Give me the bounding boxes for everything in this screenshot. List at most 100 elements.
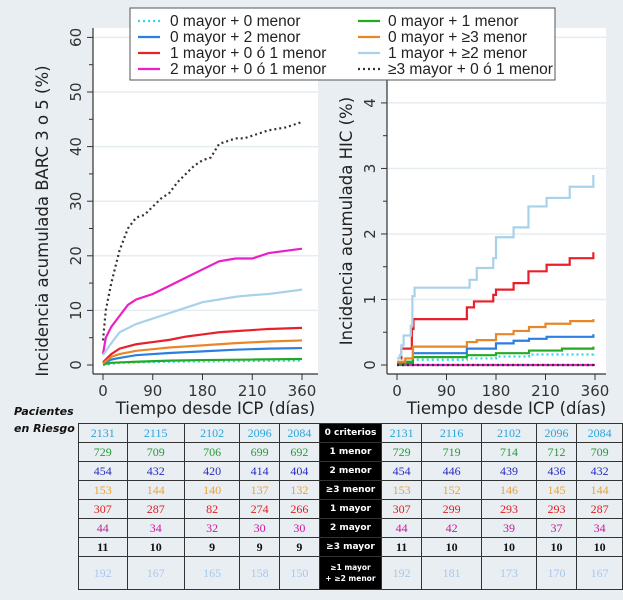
plot-area bbox=[387, 28, 606, 374]
risk-count-barc: 709 bbox=[126, 442, 185, 462]
risk-count-barc: 11 bbox=[78, 537, 128, 557]
risk-title-line2: en Riesgo bbox=[14, 422, 75, 435]
risk-count-hic: 170 bbox=[535, 556, 578, 590]
risk-count-hic: 44 bbox=[381, 518, 422, 538]
risk-table-row: 307 287 82 274 266 1 mayor 307 299 293 293 287 bbox=[78, 499, 623, 519]
risk-count-hic: 299 bbox=[420, 499, 483, 519]
risk-table-row: 729 709 706 699 692 1 menor 729 719 714 712 709 bbox=[78, 442, 623, 462]
risk-count-hic: 432 bbox=[576, 461, 623, 481]
risk-count-barc: 137 bbox=[239, 480, 280, 500]
x-tick-label: 0 bbox=[392, 382, 402, 400]
risk-count-hic: 714 bbox=[481, 442, 537, 462]
risk-count-barc: 30 bbox=[278, 518, 320, 538]
y-tick-label: 10 bbox=[67, 301, 85, 320]
risk-count-barc: 150 bbox=[278, 556, 320, 590]
risk-count-hic: 2096 bbox=[535, 423, 578, 443]
risk-count-hic: 153 bbox=[381, 480, 422, 500]
risk-count-hic: 192 bbox=[381, 556, 422, 590]
risk-count-barc: 32 bbox=[183, 518, 241, 538]
risk-count-hic: 436 bbox=[535, 461, 578, 481]
legend-label: 1 mayor + ≥2 menor bbox=[388, 45, 527, 62]
y-tick-label: 20 bbox=[67, 246, 85, 265]
risk-count-hic: 446 bbox=[420, 461, 483, 481]
risk-count-hic: 10 bbox=[420, 537, 483, 557]
series-line-2 bbox=[102, 346, 303, 365]
risk-criterion-label: ≥3 mayor bbox=[318, 537, 383, 557]
legend-label: 2 mayor + 0 ó 1 menor bbox=[170, 61, 326, 78]
x-tick-label: 360 bbox=[581, 382, 610, 400]
x-tick-label: 360 bbox=[288, 382, 317, 400]
risk-count-barc: 132 bbox=[278, 480, 320, 500]
risk-criterion-label: 2 menor bbox=[318, 461, 383, 481]
risk-count-hic: 173 bbox=[481, 556, 537, 590]
risk-count-hic: 10 bbox=[481, 537, 537, 557]
series-line-4 bbox=[101, 247, 303, 355]
risk-count-barc: 140 bbox=[183, 480, 241, 500]
risk-count-hic: 293 bbox=[535, 499, 578, 519]
y-tick-label: 40 bbox=[67, 137, 85, 156]
series-line-2 bbox=[397, 334, 595, 365]
risk-count-barc: 9 bbox=[278, 537, 320, 557]
chart-panel-1: 0 10 20 30 40 50 60 0 90 180 210 360 Incidencia acum… bbox=[33, 28, 318, 418]
risk-count-hic: 42 bbox=[420, 518, 483, 538]
risk-count-barc: 420 bbox=[183, 461, 241, 481]
y-tick-label: 0 bbox=[67, 360, 85, 370]
risk-count-hic: 439 bbox=[481, 461, 537, 481]
risk-count-hic: 287 bbox=[576, 499, 623, 519]
criterion-line1: ≥1 mayor bbox=[330, 563, 371, 572]
x-tick-label: 180 bbox=[188, 382, 217, 400]
risk-count-hic: 729 bbox=[381, 442, 422, 462]
risk-count-hic: 39 bbox=[481, 518, 537, 538]
y-axis-title: Incidencia acumulada BARC 3 o 5 (%) bbox=[33, 65, 52, 376]
y-tick-label: 2 bbox=[361, 229, 379, 239]
risk-count-barc: 414 bbox=[239, 461, 280, 481]
x-tick-label: 210 bbox=[238, 382, 267, 400]
risk-count-barc: 82 bbox=[183, 499, 241, 519]
risk-table-row: 454 432 420 414 404 2 menor 454 446 439 436 432 bbox=[78, 461, 623, 481]
risk-criterion-label: ≥3 menor bbox=[318, 480, 383, 500]
risk-count-hic: 152 bbox=[420, 480, 483, 500]
risk-count-barc: 2096 bbox=[239, 423, 280, 443]
risk-count-hic: 10 bbox=[535, 537, 578, 557]
risk-count-barc: 2115 bbox=[126, 423, 185, 443]
risk-count-barc: 307 bbox=[78, 499, 128, 519]
y-tick-label: 1 bbox=[361, 295, 379, 305]
risk-count-barc: 153 bbox=[78, 480, 128, 500]
legend-label: 1 mayor + 0 ó 1 menor bbox=[170, 45, 326, 62]
risk-count-barc: 692 bbox=[278, 442, 320, 462]
risk-count-barc: 2084 bbox=[278, 423, 320, 443]
series-line-7 bbox=[397, 174, 595, 360]
risk-count-hic: 712 bbox=[535, 442, 578, 462]
risk-criterion-label: 1 mayor bbox=[318, 499, 383, 519]
risk-count-barc: 729 bbox=[78, 442, 128, 462]
risk-criterion-label: 1 menor bbox=[318, 442, 383, 462]
risk-count-hic: 181 bbox=[420, 556, 483, 590]
risk-criterion-label: ≥1 mayor + ≥2 menor bbox=[318, 556, 383, 590]
risk-count-barc: 9 bbox=[183, 537, 241, 557]
risk-criterion-label: 2 mayor bbox=[318, 518, 383, 538]
legend-label: 0 mayor + 0 menor bbox=[170, 13, 301, 30]
risk-count-hic: 2084 bbox=[576, 423, 623, 443]
risk-count-barc: 404 bbox=[278, 461, 320, 481]
y-axis-title: Incidencia acumulada HIC (%) bbox=[337, 97, 356, 345]
series-line-6 bbox=[397, 319, 595, 363]
risk-count-barc: 706 bbox=[183, 442, 241, 462]
risk-count-barc: 287 bbox=[126, 499, 185, 519]
series-line-7 bbox=[102, 288, 303, 356]
risk-table-row: 11 10 9 9 9 ≥3 mayor 11 10 10 10 10 bbox=[78, 537, 623, 557]
risk-count-hic: 719 bbox=[420, 442, 483, 462]
risk-criterion-label: 0 criterios bbox=[318, 423, 383, 443]
x-tick-label: 210 bbox=[531, 382, 560, 400]
risk-title-line1: Pacientes bbox=[14, 405, 74, 418]
risk-count-hic: 34 bbox=[576, 518, 623, 538]
risk-count-barc: 158 bbox=[239, 556, 280, 590]
risk-count-hic: 2131 bbox=[381, 423, 422, 443]
series-line-1 bbox=[397, 352, 595, 367]
risk-count-hic: 307 bbox=[381, 499, 422, 519]
risk-count-barc: 165 bbox=[183, 556, 241, 590]
risk-count-hic: 454 bbox=[381, 461, 422, 481]
risk-table-row: 2131 2115 2102 2096 2084 0 criterios 2131 2116 2… bbox=[78, 423, 623, 443]
risk-count-barc: 167 bbox=[126, 556, 185, 590]
risk-count-barc: 2131 bbox=[78, 423, 128, 443]
